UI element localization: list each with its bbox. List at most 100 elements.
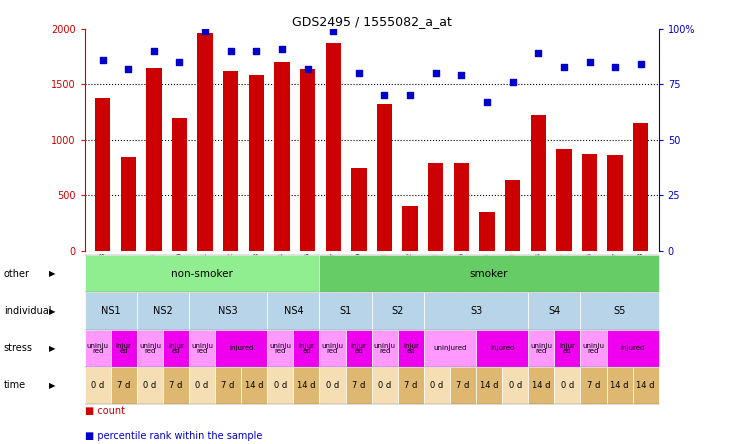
Text: uninju
red: uninju red <box>191 342 213 354</box>
Text: uninju
red: uninju red <box>374 342 396 354</box>
Bar <box>275 62 290 251</box>
Bar <box>453 163 469 251</box>
Text: 7 d: 7 d <box>404 381 417 390</box>
Text: uninju
red: uninju red <box>531 342 552 354</box>
Text: ■ percentile rank within the sample: ■ percentile rank within the sample <box>85 431 262 441</box>
Bar <box>377 104 392 251</box>
Point <box>250 48 262 55</box>
Text: stress: stress <box>4 343 32 353</box>
Text: S3: S3 <box>470 306 482 316</box>
Text: injured: injured <box>490 345 514 351</box>
Point <box>532 50 544 57</box>
Bar <box>505 180 520 251</box>
Text: 7 d: 7 d <box>222 381 235 390</box>
Text: S5: S5 <box>613 306 626 316</box>
Bar <box>197 33 213 251</box>
Text: non-smoker: non-smoker <box>171 269 233 279</box>
Text: uninjured: uninjured <box>434 345 467 351</box>
Point <box>584 59 595 66</box>
Text: NS3: NS3 <box>219 306 238 316</box>
Point <box>224 48 236 55</box>
Text: 0 d: 0 d <box>196 381 209 390</box>
Text: 7 d: 7 d <box>169 381 183 390</box>
Text: uninju
red: uninju red <box>582 342 604 354</box>
Point <box>507 79 519 86</box>
Bar <box>633 123 648 251</box>
Point <box>353 70 365 77</box>
Text: 14 d: 14 d <box>610 381 629 390</box>
Point <box>609 63 621 70</box>
Bar <box>146 67 161 251</box>
Text: 0 d: 0 d <box>274 381 287 390</box>
Text: 0 d: 0 d <box>326 381 339 390</box>
Text: ▶: ▶ <box>49 344 56 353</box>
Bar <box>479 212 495 251</box>
Text: injur
ed: injur ed <box>299 342 314 354</box>
Text: S1: S1 <box>339 306 352 316</box>
Point <box>378 92 390 99</box>
Point <box>404 92 416 99</box>
Text: S2: S2 <box>392 306 404 316</box>
Point <box>199 28 211 35</box>
Bar <box>428 163 443 251</box>
Text: injur
ed: injur ed <box>168 342 184 354</box>
Text: 14 d: 14 d <box>637 381 655 390</box>
Point <box>148 48 160 55</box>
Text: injur
ed: injur ed <box>116 342 132 354</box>
Point <box>328 28 339 35</box>
Text: 7 d: 7 d <box>587 381 600 390</box>
Point <box>558 63 570 70</box>
Bar <box>403 206 418 251</box>
Text: 14 d: 14 d <box>245 381 263 390</box>
Text: ■ count: ■ count <box>85 406 124 416</box>
Text: individual: individual <box>4 306 52 316</box>
Text: injur
ed: injur ed <box>559 342 576 354</box>
Point <box>96 56 108 63</box>
Text: uninju
red: uninju red <box>322 342 344 354</box>
Text: 0 d: 0 d <box>509 381 522 390</box>
Text: 0 d: 0 d <box>378 381 392 390</box>
Title: GDS2495 / 1555082_a_at: GDS2495 / 1555082_a_at <box>291 15 452 28</box>
Text: 7 d: 7 d <box>352 381 365 390</box>
Text: smoker: smoker <box>470 269 509 279</box>
Text: NS4: NS4 <box>283 306 303 316</box>
Bar <box>351 168 367 251</box>
Text: 14 d: 14 d <box>297 381 316 390</box>
Text: 14 d: 14 d <box>480 381 498 390</box>
Text: injur
ed: injur ed <box>350 342 367 354</box>
Point <box>430 70 442 77</box>
Text: NS2: NS2 <box>153 306 173 316</box>
Bar <box>531 115 546 251</box>
Text: uninju
red: uninju red <box>139 342 161 354</box>
Text: 0 d: 0 d <box>144 381 157 390</box>
Bar <box>171 118 187 251</box>
Text: 14 d: 14 d <box>532 381 551 390</box>
Text: injur
ed: injur ed <box>403 342 419 354</box>
Point <box>456 72 467 79</box>
Text: 7 d: 7 d <box>456 381 470 390</box>
Text: NS1: NS1 <box>101 306 121 316</box>
Text: other: other <box>4 269 29 279</box>
Bar <box>607 155 623 251</box>
Text: injured: injured <box>229 345 253 351</box>
Text: ▶: ▶ <box>49 270 56 278</box>
Bar <box>223 71 238 251</box>
Bar <box>556 149 572 251</box>
Text: S4: S4 <box>548 306 561 316</box>
Text: 0 d: 0 d <box>91 381 105 390</box>
Text: 0 d: 0 d <box>561 381 574 390</box>
Bar <box>325 43 341 251</box>
Bar <box>300 69 315 251</box>
Point <box>122 65 134 72</box>
Text: ▶: ▶ <box>49 381 56 390</box>
Text: uninju
red: uninju red <box>269 342 291 354</box>
Point <box>276 45 288 52</box>
Text: uninju
red: uninju red <box>87 342 109 354</box>
Text: time: time <box>4 381 26 390</box>
Point <box>302 65 314 72</box>
Bar <box>95 98 110 251</box>
Point <box>481 99 493 106</box>
Bar <box>582 155 597 251</box>
Text: ▶: ▶ <box>49 306 56 316</box>
Point <box>174 59 185 66</box>
